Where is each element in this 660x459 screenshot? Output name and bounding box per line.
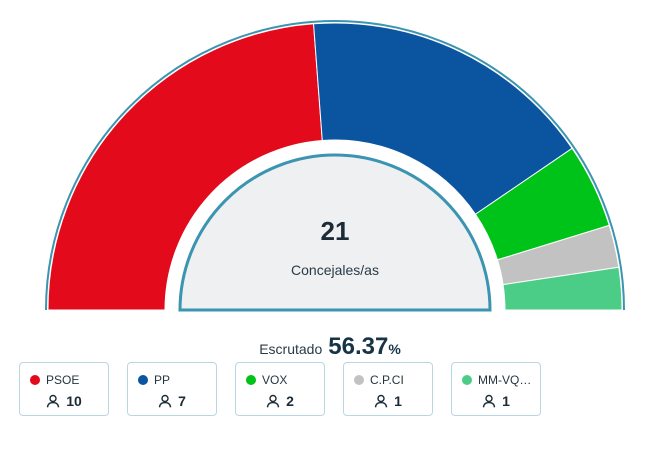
scrutiny-unit: %	[388, 341, 401, 357]
person-icon	[47, 394, 60, 408]
hemicycle-chart: 21 Concejales/as	[45, 20, 625, 312]
party-name: VOX	[262, 373, 288, 387]
party-color-dot	[30, 375, 40, 385]
party-seats: 2	[286, 393, 294, 409]
scrutiny-value: 56.37	[328, 333, 389, 360]
party-cards: PSOE 10 PP 7 VOX 2 C.P.CI 1 MM-VQ CIE...…	[19, 362, 659, 418]
person-icon	[482, 394, 496, 408]
hemicycle-outer-outline	[45, 20, 625, 311]
party-seats: 7	[178, 393, 186, 409]
party-card-mmvq[interactable]: MM-VQ CIE... 1	[451, 362, 541, 416]
scrutiny-label: Escrutado	[259, 341, 323, 357]
party-card-vox[interactable]: VOX 2	[235, 362, 325, 416]
total-seats-label: Concejales/as	[291, 262, 379, 278]
party-color-dot	[138, 375, 148, 385]
total-seats: 21	[321, 216, 350, 246]
party-seats: 1	[394, 393, 402, 409]
scrutiny-summary: Escrutado 56.37%	[0, 333, 660, 361]
party-color-dot	[462, 375, 472, 385]
party-card-psoe[interactable]: PSOE 10	[19, 362, 109, 416]
party-card-cpci[interactable]: C.P.CI 1	[343, 362, 433, 416]
seat-segment-pp[interactable]	[313, 22, 573, 215]
seat-segment-mm-vq-cie[interactable]	[502, 266, 623, 311]
seat-segment-psoe[interactable]	[47, 23, 323, 311]
party-card-pp[interactable]: PP 7	[127, 362, 217, 416]
person-icon	[374, 394, 388, 408]
party-seats: 1	[502, 393, 510, 409]
party-name: PSOE	[46, 373, 80, 387]
party-color-dot	[354, 375, 364, 385]
party-seats: 10	[66, 393, 82, 409]
hemicycle-center	[178, 153, 492, 312]
party-color-dot	[246, 375, 256, 385]
party-name: C.P.CI	[370, 373, 404, 387]
party-name: MM-VQ CIE...	[478, 373, 534, 387]
person-icon	[266, 394, 280, 408]
party-name: PP	[154, 373, 171, 387]
person-icon	[158, 394, 172, 408]
